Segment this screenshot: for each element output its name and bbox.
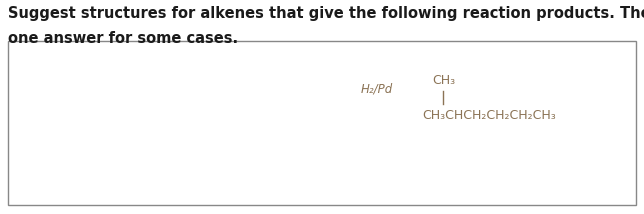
- Text: CH₃: CH₃: [432, 74, 455, 87]
- Text: Suggest structures for alkenes that give the following reaction products. There : Suggest structures for alkenes that give…: [8, 6, 644, 21]
- Text: H₂/Pd: H₂/Pd: [361, 82, 393, 95]
- Text: CH₃CHCH₂CH₂CH₂CH₃: CH₃CHCH₂CH₂CH₂CH₃: [422, 109, 556, 122]
- Text: one answer for some cases.: one answer for some cases.: [8, 31, 238, 46]
